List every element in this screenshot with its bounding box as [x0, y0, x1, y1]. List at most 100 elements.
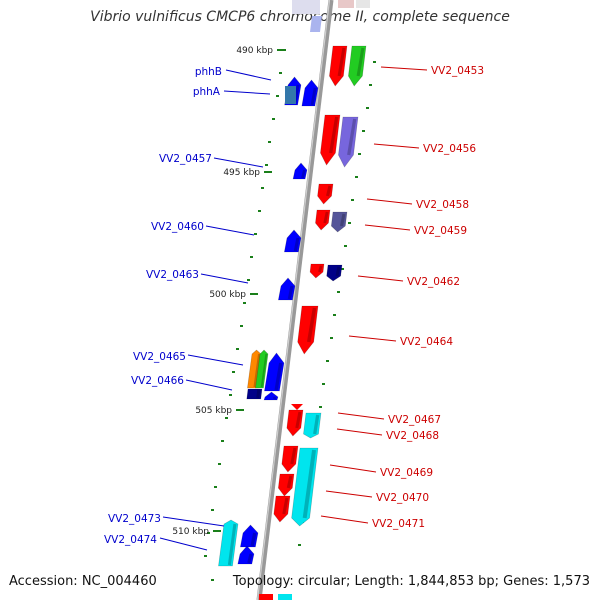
gene-small-marker [291, 404, 303, 410]
gene-label-right: VV2_0458 [416, 199, 469, 211]
gene-vv2-0463-shade [287, 285, 294, 300]
gene-vv2-0460-shade [293, 237, 300, 252]
leader-line [373, 143, 420, 149]
map-title: Vibrio vulnificus CMCP6 chromosome II, c… [90, 9, 510, 25]
gene-vv2-0453 [329, 45, 348, 87]
gene-phha-shade [310, 87, 317, 106]
scale-tick-label: 490 kbp [236, 46, 273, 56]
gene-vv2-0460 [283, 229, 302, 253]
gene-label-right: VV2_0468 [386, 430, 439, 442]
gene-vv2-0456 [320, 114, 341, 166]
gene-vv2-0465-shade [274, 362, 283, 391]
gene-vv2-0459-a-shade [323, 211, 329, 224]
gene-label-left: phhB [195, 66, 222, 78]
scale-tick-label: 495 kbp [223, 168, 260, 178]
gene-vv2-0471 [273, 495, 291, 523]
gene-vv2-0462-shade [335, 266, 341, 277]
gene-purple [338, 116, 359, 168]
leader-line [325, 490, 373, 498]
leader-line [364, 224, 411, 231]
partial-gene [292, 0, 320, 14]
gene-orange-shade [253, 353, 261, 388]
gene-vv2-0459-a [315, 209, 331, 231]
leader-line [187, 354, 244, 366]
gene-label-right: VV2_0471 [372, 518, 425, 530]
leader-line [348, 335, 397, 342]
gene-label-left: VV2_0457 [159, 153, 212, 165]
gene-vv2-0469 [281, 445, 299, 473]
gene-cyan-long-shade [302, 449, 317, 519]
leader-line [380, 66, 428, 71]
gene-vv2-0458 [317, 183, 334, 205]
gene-purple-shade [347, 118, 357, 156]
gene-cyan-long [291, 447, 319, 527]
leader-line [225, 69, 272, 81]
gene-vv2-0464-shade [306, 307, 317, 343]
gene-label-right: VV2_0464 [400, 336, 453, 348]
gene-vv2-0463 [277, 277, 296, 301]
partial-gene [278, 594, 292, 600]
gene-vv2-0467-shade [295, 411, 302, 429]
gene-label-right: VV2_0456 [423, 143, 476, 155]
leader-line [336, 428, 383, 436]
gene-vv2-0466-a-shade [256, 388, 261, 399]
scale-tick-label: 505 kbp [195, 406, 232, 416]
gene-vv2-0473-cyan-shade [227, 523, 237, 566]
gene-label-right: VV2_0462 [407, 276, 460, 288]
gene-vv2-0458-shade [326, 185, 332, 197]
leader-line [162, 516, 225, 527]
gene-label-right: VV2_0467 [388, 414, 441, 426]
partial-gene [338, 0, 354, 8]
leader-line [200, 273, 249, 284]
gene-vv2-0466-a [246, 388, 263, 400]
partial-gene [356, 0, 370, 8]
gene-vv2-0456-shade [329, 116, 339, 154]
gene-vv2-0474 [237, 545, 255, 565]
topology-text: Topology: circular; Length: 1,844,853 bp… [232, 574, 590, 589]
gene-green-shade [356, 47, 365, 77]
gene-label-right: VV2_0470 [376, 492, 429, 504]
gene-vv2-0474-shade [247, 553, 253, 564]
gene-vv2-0457-shade [301, 169, 306, 179]
gene-vv2-0470 [278, 473, 295, 497]
gene-vv2-0457 [292, 162, 308, 180]
gene-phha [301, 79, 319, 107]
gene-vv2-0462-a-shade [318, 265, 323, 273]
scale-tick-label: 510 kbp [172, 527, 209, 537]
gene-label-left: VV2_0463 [146, 269, 199, 281]
gene-vv2-0468-shade [313, 414, 320, 435]
accession-text: Accession: NC_004460 [9, 574, 157, 589]
gene-label-left: VV2_0473 [108, 513, 161, 525]
gene-label-right: VV2_0469 [380, 467, 433, 479]
gene-vv2-0466 [263, 391, 279, 401]
gene-vv2-0459 [331, 211, 348, 233]
leader-line [223, 90, 271, 95]
leader-line [329, 464, 377, 473]
gene-green-2 [255, 349, 269, 389]
leader-line [366, 198, 413, 205]
chromosome-backbone [256, 0, 334, 600]
gene-green [348, 45, 367, 87]
gene-label-left: VV2_0466 [131, 375, 184, 387]
gene-vv2-0462-a [309, 263, 325, 279]
leader-line [337, 412, 385, 420]
gene-vv2-0471-shade [282, 497, 289, 515]
scale-tick-label: 500 kbp [209, 290, 246, 300]
gene-vv2-0453-shade [337, 47, 346, 77]
partial-gene [259, 594, 273, 600]
gene-label-right: VV2_0453 [431, 65, 484, 77]
gene-vv2-0466-shade [272, 396, 277, 400]
gene-vv2-0468 [303, 412, 322, 439]
gene-vv2-0470-shade [286, 475, 293, 489]
gene-vv2-0473-shade [250, 532, 257, 547]
gene-label-left: VV2_0460 [151, 221, 204, 233]
partial-gene [310, 16, 322, 32]
gene-vv2-0469-shade [290, 447, 297, 465]
leader-line [159, 537, 208, 551]
gene-label-right: VV2_0459 [414, 225, 467, 237]
leader-line [205, 225, 255, 236]
gene-label-left: VV2_0474 [104, 534, 157, 546]
gene-vv2-0473-cyan [218, 519, 239, 567]
gene-vv2-0459-shade [340, 213, 346, 227]
